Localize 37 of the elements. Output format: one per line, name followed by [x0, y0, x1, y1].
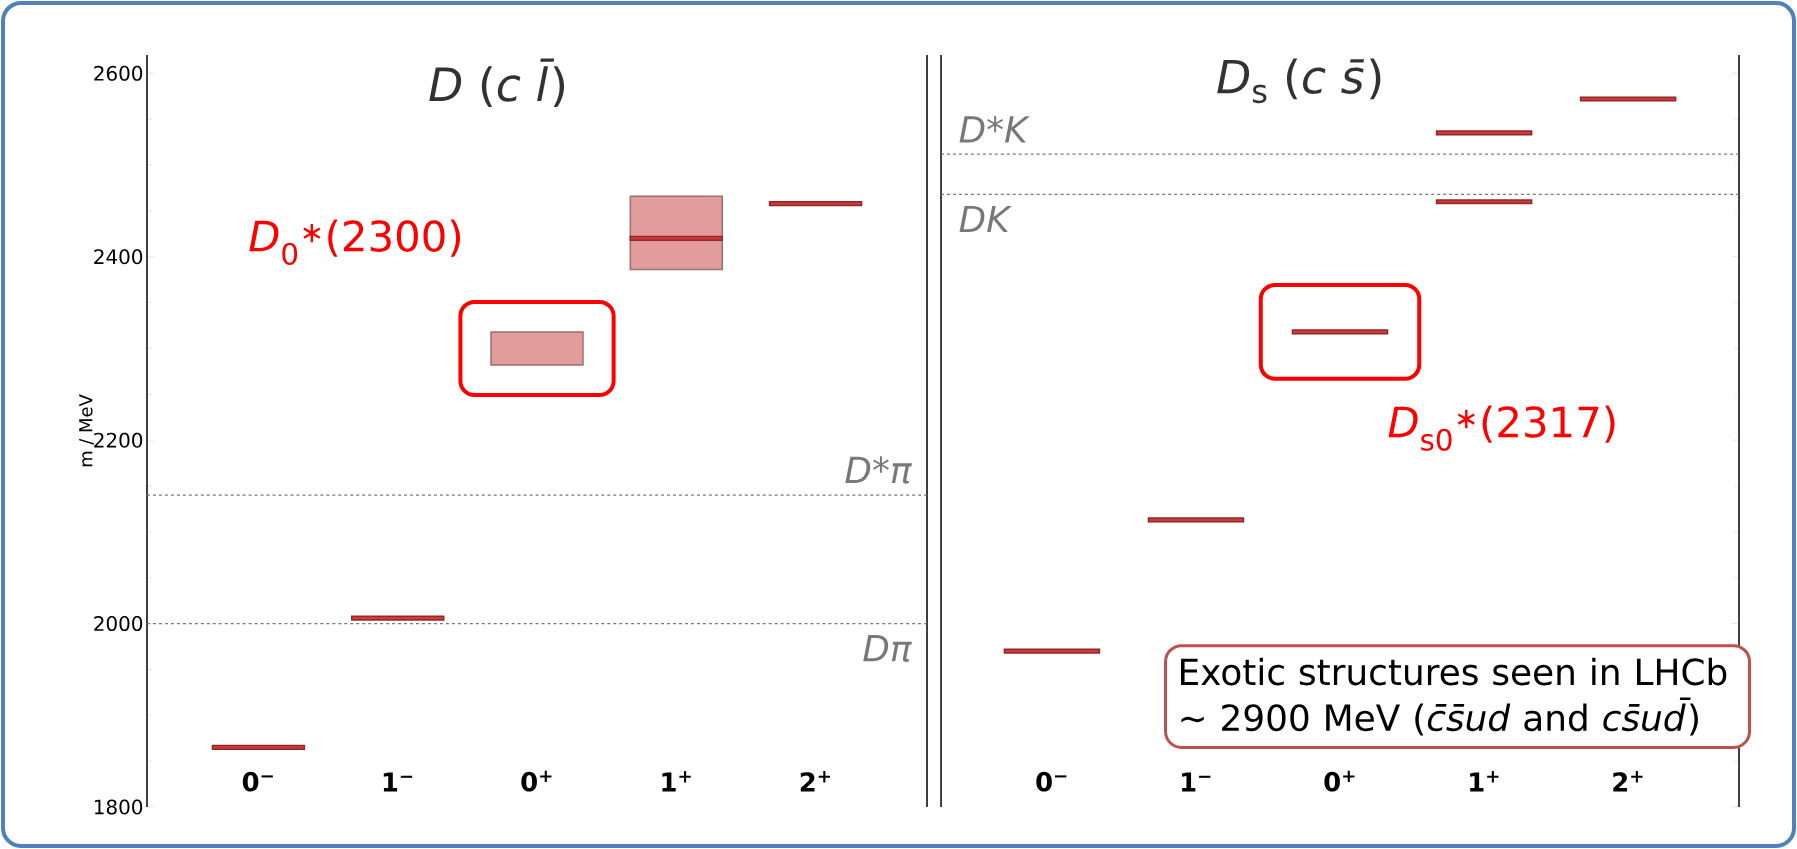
x-tick-label: 2$^{+}$	[800, 771, 831, 792]
y-tick-label: 1800	[94, 799, 143, 815]
annotation: D$_{0}$$^{∗}$(2300)	[249, 219, 461, 265]
y-tick-label: 2200	[94, 432, 143, 448]
ref-line-label: Dπ	[863, 635, 912, 662]
ref-line-label: D*K	[959, 115, 1030, 143]
x-tick-label: 1$^{−}$	[1182, 772, 1211, 792]
y-tick-label: 2400	[94, 249, 143, 265]
x-tick-label: 0$^{+}$	[1324, 770, 1355, 792]
bar	[629, 195, 724, 271]
x-tick-label: 0$^{+}$	[521, 770, 552, 792]
ref-line-label: DK	[959, 205, 1013, 233]
bar	[490, 331, 584, 366]
x-tick-label: 0$^{−}$	[1036, 771, 1067, 792]
ref-line-label: D*π	[845, 456, 912, 484]
bar	[1579, 96, 1677, 102]
chart-title: D (c l̄)	[429, 58, 565, 108]
y-tick-label: 2000	[94, 616, 143, 632]
bar	[211, 744, 306, 750]
bar	[1291, 329, 1389, 335]
bar	[629, 235, 724, 241]
x-tick-label: 0$^{−}$	[242, 771, 273, 792]
x-tick-label: 1$^{+}$	[662, 771, 691, 792]
x-tick-label: 1$^{−}$	[383, 772, 413, 792]
x-tick-label: 2$^{+}$	[1613, 771, 1643, 792]
annotation: Exotic structures seen in LHCb ~ 2900 MeV (c̄s̄ud and cs̄ud̄)	[1181, 657, 1727, 736]
y-axis-title: m / MeV	[79, 394, 94, 467]
bar	[351, 615, 445, 621]
bar	[1435, 199, 1533, 205]
chart-title: D$_{s}$ (c s̄)	[1217, 58, 1381, 104]
x-tick-label: 1$^{+}$	[1470, 771, 1499, 792]
bar	[768, 200, 863, 207]
bar	[1435, 130, 1533, 136]
annotation: D$_{s0}$$^{∗}$(2317)	[1388, 405, 1615, 451]
y-tick-label: 2600	[94, 65, 143, 81]
bar	[1147, 517, 1245, 523]
bar	[1003, 648, 1101, 654]
